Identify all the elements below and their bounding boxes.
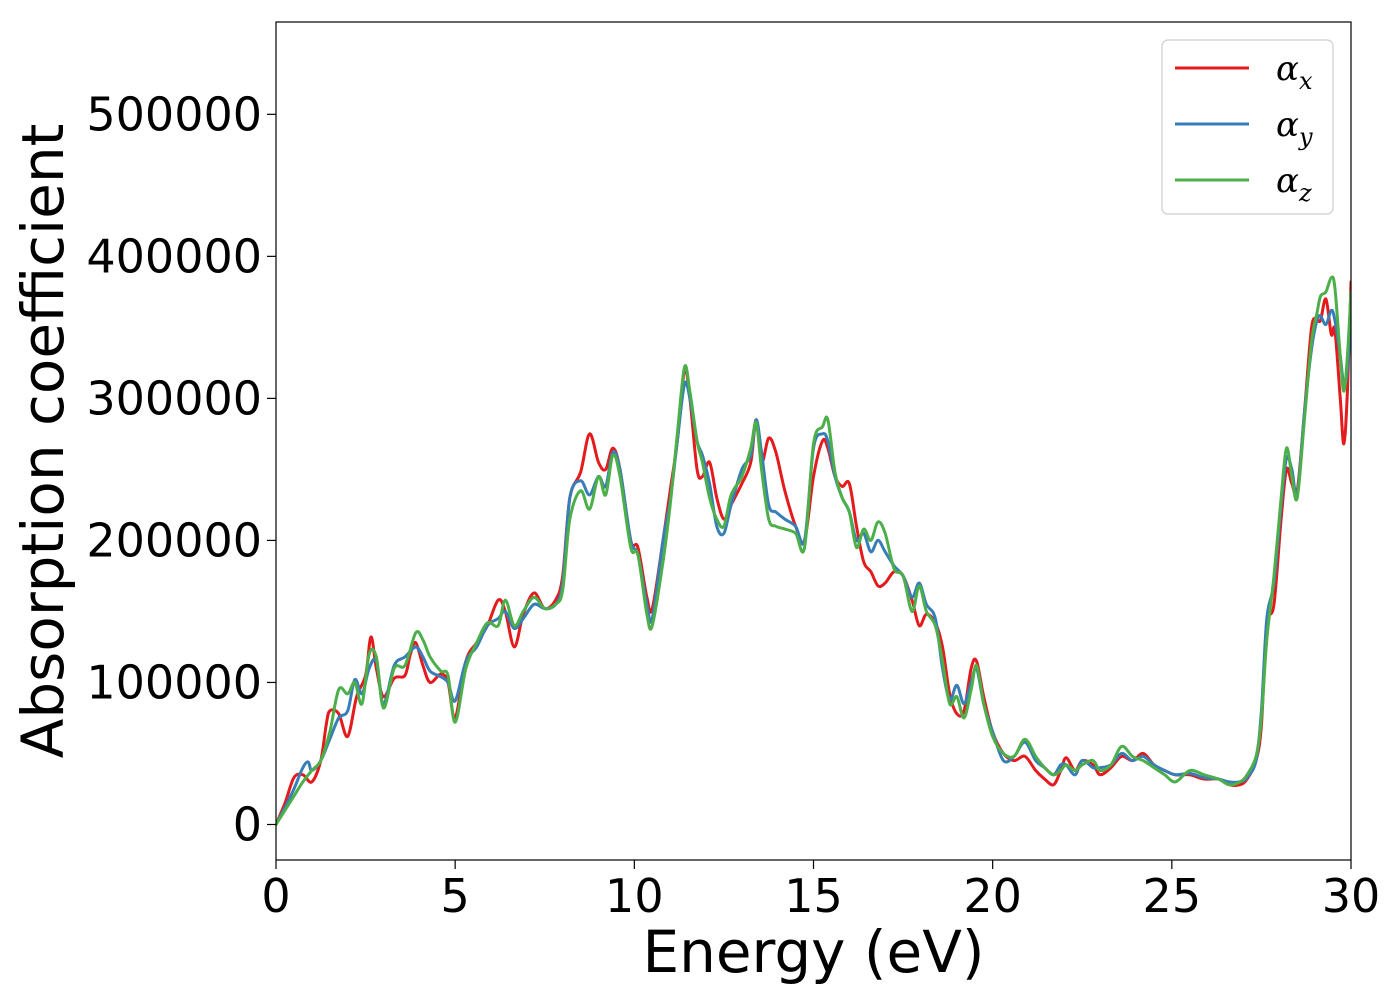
legend-box	[1161, 39, 1334, 215]
y-tick-label: 400000	[86, 229, 262, 283]
y-tick-label: 0	[233, 797, 262, 851]
y-axis: 0 100000 200000 300000 400000 500000	[86, 87, 276, 851]
y-tick-label: 200000	[86, 513, 262, 567]
legend-label-z: αz	[1276, 161, 1312, 207]
y-tick-label: 100000	[86, 655, 262, 709]
x-tick-label: 25	[1143, 869, 1202, 923]
series-line-y	[276, 308, 1351, 826]
y-tick-label: 500000	[86, 87, 262, 141]
x-tick-label: 10	[605, 869, 664, 923]
x-axis-label: Energy (eV)	[642, 918, 984, 986]
x-tick-label: 5	[441, 869, 470, 923]
series-layer	[276, 275, 1351, 826]
series-line-x	[276, 280, 1351, 826]
x-tick-label: 0	[261, 869, 290, 923]
y-tick-label: 300000	[86, 371, 262, 425]
x-axis: 0 5 10 15 20 25 30	[261, 860, 1380, 923]
legend: αx αy αz	[1161, 39, 1334, 215]
x-tick-label: 30	[1322, 869, 1381, 923]
y-axis-label: Absorption coefficient	[9, 124, 77, 759]
legend-label-x: αx	[1276, 49, 1313, 95]
x-tick-label: 20	[963, 869, 1022, 923]
legend-label-y: αy	[1276, 105, 1313, 151]
series-line-z	[276, 275, 1351, 826]
x-tick-label: 15	[784, 869, 843, 923]
